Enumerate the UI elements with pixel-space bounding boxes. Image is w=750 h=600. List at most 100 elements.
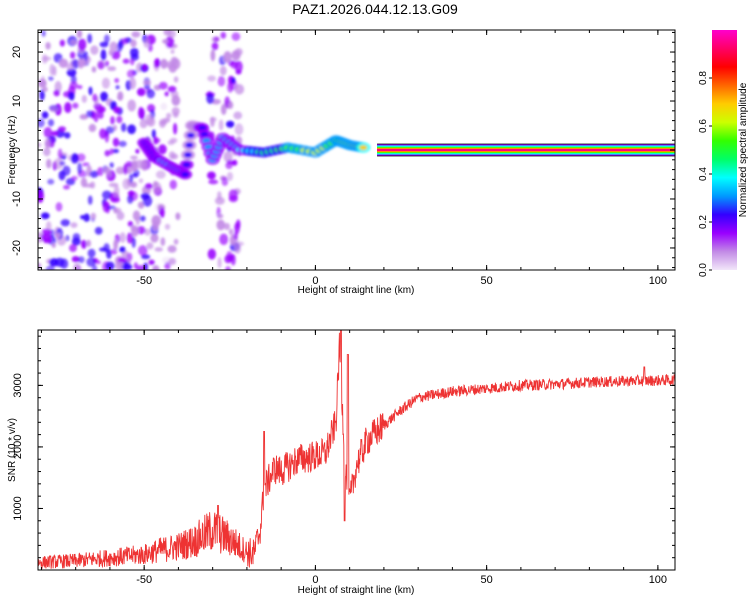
noise-blob (64, 132, 71, 139)
noise-blob (127, 221, 134, 227)
noise-blob (45, 41, 51, 50)
noise-blob (90, 45, 99, 55)
x-tick-label: 100 (649, 574, 667, 586)
noise-blob (135, 265, 146, 270)
noise-blob (58, 126, 66, 132)
snr-y-label: SNR (10 * v/v) (7, 418, 18, 482)
noise-blob (76, 153, 86, 162)
colorbar (712, 30, 737, 270)
colorbar-tick-label: 0.0 (698, 263, 709, 277)
noise-blob (114, 78, 120, 83)
noise-blob (167, 30, 176, 39)
noise-blob (143, 37, 150, 48)
noise-blob (173, 238, 179, 245)
noise-blob (144, 183, 153, 190)
noise-blob (80, 214, 85, 220)
x-tick-label: 50 (481, 574, 493, 586)
noise-blob (96, 260, 101, 265)
noise-blob (110, 197, 121, 203)
noise-blob (160, 102, 168, 111)
noise-blob (77, 162, 83, 174)
ridge-core (204, 144, 213, 150)
noise-blob (70, 51, 76, 59)
noise-blob (209, 117, 217, 122)
spectrogram-marks (38, 30, 675, 270)
noise-blob (42, 56, 52, 61)
noise-blob (104, 60, 109, 67)
noise-blob (152, 265, 160, 270)
noise-blob (97, 61, 105, 70)
noise-blob (70, 75, 77, 84)
noise-blob (223, 51, 232, 63)
noise-blob (119, 246, 126, 253)
noise-blob (88, 86, 93, 96)
colorbar-tick-label: 0.8 (698, 71, 709, 85)
noise-blob (150, 233, 159, 243)
noise-blob (130, 155, 138, 160)
noise-blob (226, 171, 234, 181)
noise-blob (135, 217, 140, 226)
y-tick-label: 2000 (12, 435, 24, 459)
noise-blob (38, 118, 45, 128)
noise-blob (227, 81, 234, 93)
noise-blob (144, 228, 151, 236)
noise-blob (112, 137, 120, 147)
noise-blob (119, 232, 126, 243)
noise-blob (220, 103, 227, 115)
noise-blob (129, 77, 137, 90)
noise-blob (100, 91, 109, 102)
noise-blob (113, 106, 121, 114)
noise-blob (111, 50, 121, 60)
noise-blob (171, 95, 181, 106)
noise-blob (129, 189, 134, 199)
noise-blob (234, 84, 245, 95)
noise-blob (38, 196, 44, 203)
noise-blob (40, 212, 50, 220)
noise-blob (117, 257, 127, 263)
noise-blob (137, 245, 148, 256)
noise-blob (131, 237, 136, 248)
noise-blob (166, 112, 172, 119)
noise-blob (146, 117, 156, 127)
noise-blob (91, 66, 97, 73)
colorbar-tick-label: 0.2 (698, 215, 709, 229)
noise-blob (55, 232, 61, 239)
noise-blob (132, 173, 138, 178)
noise-blob (220, 31, 227, 39)
noise-blob (87, 248, 96, 258)
ridge-core (185, 142, 194, 148)
noise-blob (231, 77, 236, 84)
noise-blob (58, 58, 69, 68)
noise-blob (141, 254, 151, 260)
noise-blob (227, 101, 234, 110)
noise-blob (148, 44, 153, 52)
noise-blob (105, 261, 115, 270)
noise-blob (153, 136, 159, 145)
noise-blob (71, 175, 78, 181)
noise-blob (109, 41, 118, 52)
noise-blob (228, 254, 234, 262)
noise-blob (234, 123, 244, 136)
noise-blob (92, 93, 98, 102)
noise-blob (83, 213, 91, 222)
x-tick-label: -50 (136, 275, 152, 287)
noise-blob (129, 181, 138, 188)
noise-blob (168, 151, 176, 160)
noise-blob (39, 89, 45, 101)
noise-blob (151, 215, 162, 227)
noise-blob (98, 247, 108, 252)
noise-blob (82, 162, 90, 167)
noise-blob (233, 111, 243, 120)
noise-blob (162, 117, 171, 123)
noise-blob (231, 32, 241, 41)
noise-blob (59, 39, 65, 47)
noise-blob (43, 147, 51, 157)
noise-blob (168, 257, 177, 266)
noise-blob (139, 107, 145, 120)
noise-blob (99, 128, 107, 139)
noise-blob (207, 248, 217, 260)
noise-blob (126, 69, 136, 79)
noise-blob (57, 148, 63, 160)
noise-blob (109, 162, 114, 168)
